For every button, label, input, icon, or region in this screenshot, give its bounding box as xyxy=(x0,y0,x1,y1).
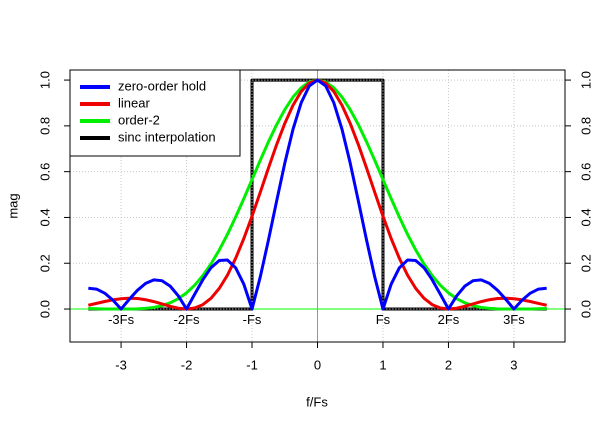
y-tick-label: 0.8 xyxy=(37,117,52,135)
legend-label: sinc interpolation xyxy=(118,129,216,144)
y-tick-label: 0.4 xyxy=(37,208,52,226)
y-tick-label: 1.0 xyxy=(37,71,52,89)
annotation: 3Fs xyxy=(503,312,525,327)
x-tick-label: 0 xyxy=(314,357,321,372)
legend: zero-order hold linear order-2 sinc interpo… xyxy=(69,69,241,157)
y2-tick-label: 0.2 xyxy=(578,254,593,272)
series-line xyxy=(88,78,547,311)
y-tick-label: 0.0 xyxy=(37,300,52,318)
x-tick-label: -3 xyxy=(115,357,127,372)
y-axis-label: mag xyxy=(5,193,20,218)
annotation: -Fs xyxy=(243,312,262,327)
y2-tick-label: 0.6 xyxy=(578,163,593,181)
x-tick-label: -2 xyxy=(181,357,193,372)
y-tick-label: 0.2 xyxy=(37,254,52,272)
x-tick-label: 3 xyxy=(510,357,517,372)
x-axis-label: f/Fs xyxy=(306,394,328,409)
legend-label: zero-order hold xyxy=(118,78,206,93)
legend-label: linear xyxy=(118,95,150,110)
y2-tick-label: 0.0 xyxy=(578,300,593,318)
y-tick-label: 0.6 xyxy=(37,163,52,181)
legend-box xyxy=(69,69,241,157)
y2-tick-label: 0.4 xyxy=(578,208,593,226)
legend-label: order-2 xyxy=(118,112,160,127)
annotation: -3Fs xyxy=(108,312,135,327)
y2-tick-label: 1.0 xyxy=(578,71,593,89)
plot-frame xyxy=(69,69,566,343)
x-tick-label: 2 xyxy=(445,357,452,372)
x-tick-label: 1 xyxy=(379,357,386,372)
annotation: -2Fs xyxy=(174,312,201,327)
y2-tick-label: 0.8 xyxy=(578,117,593,135)
x-tick-label: -1 xyxy=(246,357,258,372)
annotation: 2Fs xyxy=(438,312,460,327)
annotation: Fs xyxy=(376,312,391,327)
